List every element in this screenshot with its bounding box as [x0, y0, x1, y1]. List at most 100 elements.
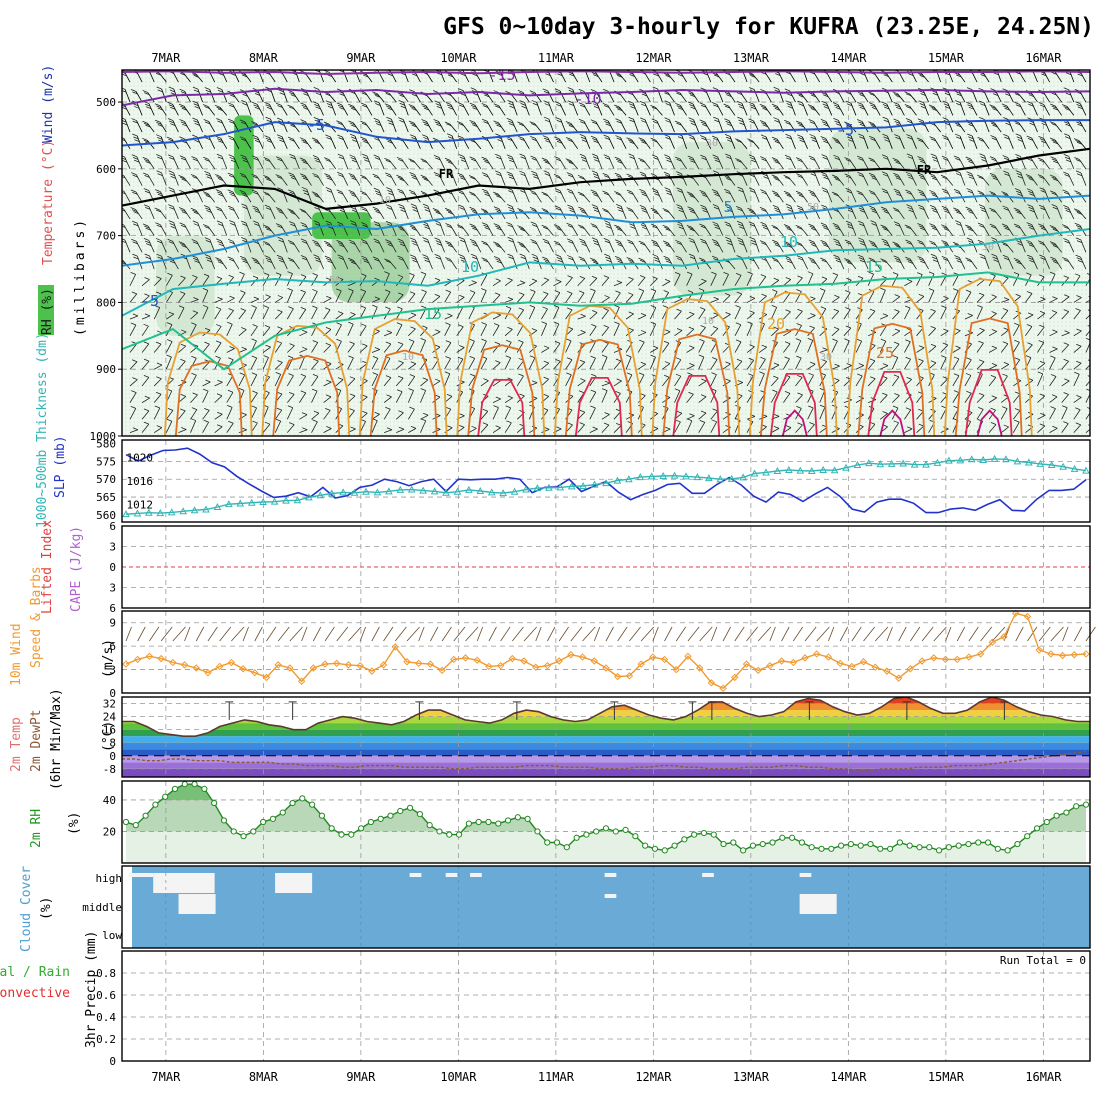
wind-barb-flag — [384, 91, 390, 94]
wind-barb — [843, 365, 852, 370]
wind-barb — [843, 340, 850, 353]
wind-barb-flag — [1049, 174, 1056, 178]
wind-barb-flag — [373, 93, 379, 96]
wind-barb-flag — [241, 327, 247, 330]
wind-barb-flag — [530, 123, 537, 126]
wind-barb — [637, 395, 646, 403]
wind-barb-flag — [859, 106, 865, 110]
wind-barb-flag — [447, 161, 454, 165]
wind-barb — [734, 324, 742, 337]
wind-barb-flag — [517, 225, 523, 228]
wind-barb-flag — [774, 413, 780, 417]
wind-barb-flag — [870, 220, 876, 224]
wind-barb-flag — [180, 105, 186, 109]
wind-barb — [541, 279, 550, 287]
wind-barb-flag — [238, 387, 245, 391]
wind-barb-flag — [178, 241, 184, 245]
wind-barb-flag — [314, 119, 320, 123]
wind-barb-flag — [254, 210, 260, 214]
wind-barb — [141, 360, 150, 370]
wind-barb-flag — [905, 239, 911, 243]
wind-barb-flag — [301, 241, 308, 244]
wind-barb — [916, 296, 925, 303]
wind-barb-flag — [640, 330, 647, 333]
wind-barb-flag — [1028, 190, 1034, 194]
wind-barb — [1037, 414, 1046, 420]
wind-barb-flag — [820, 171, 827, 175]
wind-barb — [269, 257, 276, 270]
wind-barb-flag — [727, 242, 733, 246]
wind-barb-flag — [591, 204, 597, 207]
wind-barb-flag — [989, 156, 996, 160]
wind-barb — [444, 358, 451, 370]
wind-barb-flag — [786, 157, 792, 161]
wind-barb-flag — [991, 175, 997, 178]
wind-barb-flag — [130, 89, 137, 92]
wind-barb-flag — [823, 94, 829, 98]
wind-barb-flag — [771, 174, 777, 178]
wind-barb-flag — [192, 310, 198, 314]
wind-barb-flag — [496, 195, 502, 199]
wind-barb-flag — [360, 206, 366, 210]
wind-barb — [795, 310, 803, 320]
wind-barb-flag — [990, 106, 997, 110]
wind-barb-flag — [966, 390, 972, 394]
wind-barb — [698, 380, 707, 387]
wind-barb-flag — [1051, 394, 1058, 398]
wind-barb-flag — [568, 103, 575, 106]
wind-barb — [790, 136, 796, 149]
wind-barb-flag — [676, 308, 682, 312]
wind-barb-flag — [847, 261, 853, 265]
wind-barb-flag — [180, 275, 186, 279]
wind-barb — [559, 70, 566, 83]
wind-barb-flag — [592, 103, 599, 107]
wind-barb — [420, 359, 428, 370]
wind-barb-flag — [384, 271, 390, 275]
wind-barb-flag — [278, 239, 284, 243]
wind-barb — [161, 172, 167, 186]
wind-barb-flag — [942, 342, 948, 346]
wind-barb-flag — [614, 156, 620, 160]
wind-barb — [825, 121, 833, 133]
wind-barb-flag — [1038, 102, 1044, 105]
wind-barb-flag — [216, 87, 222, 90]
wind-barb-flag — [1002, 406, 1008, 410]
wind-barb-flag — [313, 358, 319, 362]
wind-barb-flag — [447, 136, 454, 140]
wind-barb — [1012, 274, 1020, 286]
wind-barb-flag — [252, 134, 258, 138]
wind-barb — [1061, 407, 1068, 420]
wind-barb-flag — [482, 259, 489, 263]
wind-barb — [625, 391, 633, 403]
wind-barb-flag — [893, 172, 899, 176]
wind-barb-flag — [676, 204, 682, 208]
wind-barb-flag — [784, 88, 790, 92]
date-label-top: 8MAR — [249, 51, 279, 65]
wind-barb-flag — [845, 159, 852, 162]
wind-barb-flag — [869, 308, 876, 312]
wind-barb-flag — [1063, 204, 1069, 208]
wind-barb-flag — [930, 175, 936, 179]
wind-barb-flag — [989, 207, 995, 211]
wind-barb-flag — [1062, 224, 1068, 227]
wind-barb — [831, 340, 838, 353]
wind-barb — [378, 102, 385, 116]
wind-barb-flag — [810, 207, 816, 211]
wind-barb — [940, 330, 949, 337]
wind-barb-flag — [713, 296, 719, 300]
wind-barb-flag — [542, 306, 548, 310]
wind-barb-flag — [579, 276, 585, 279]
wind-barb — [940, 307, 947, 320]
wind-barb-flag — [979, 206, 986, 210]
wind-barb-flag — [761, 344, 767, 348]
wind-barb-flag — [908, 73, 914, 77]
wind-barb-flag — [518, 243, 525, 247]
wind-barb — [286, 407, 294, 420]
wind-barb-flag — [749, 224, 756, 227]
wind-barb-flag — [653, 211, 659, 215]
wind-barb — [1073, 362, 1082, 370]
wind-barb — [631, 241, 639, 253]
wind-barb-flag — [784, 176, 791, 180]
wind-barb-flag — [143, 122, 150, 126]
wind-barb — [124, 89, 131, 103]
